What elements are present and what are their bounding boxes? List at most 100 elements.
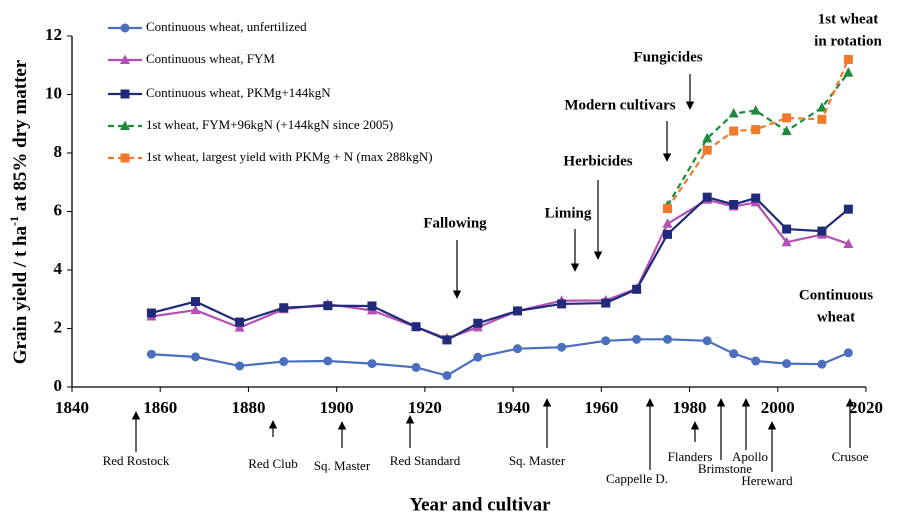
data-point <box>662 218 673 228</box>
data-point <box>729 199 739 209</box>
y-title-part: at 85% dry matter <box>10 59 31 216</box>
data-point <box>191 352 201 362</box>
x-tick-label: 1880 <box>231 398 265 417</box>
cultivar-label: Apollo <box>732 449 768 464</box>
data-point <box>817 114 827 124</box>
data-point <box>702 132 713 143</box>
data-point <box>190 304 201 315</box>
data-point <box>702 336 712 346</box>
data-point <box>843 54 853 64</box>
data-point <box>601 336 611 346</box>
series-line <box>151 338 849 377</box>
data-point <box>702 145 712 155</box>
data-point <box>663 334 672 344</box>
data-point <box>279 303 289 313</box>
data-point <box>751 125 761 135</box>
data-point <box>557 299 567 309</box>
data-point <box>843 348 853 358</box>
legend-marker <box>120 54 130 64</box>
data-point <box>442 371 452 381</box>
data-point <box>751 356 761 366</box>
data-point <box>473 318 483 328</box>
data-point <box>235 317 245 327</box>
annotation: 1st wheat <box>818 11 878 27</box>
y-tick-label: 10 <box>45 83 62 102</box>
data-point <box>843 204 853 214</box>
data-point <box>411 322 421 332</box>
legend-label: Continuous wheat, unfertilized <box>146 19 307 34</box>
y-axis-title: Grain yield / t ha-1 at 85% dry matter <box>7 59 32 364</box>
annotation: Fungicides <box>633 49 702 65</box>
legend-label: 1st wheat, largest yield with PKMg + N (… <box>146 149 433 164</box>
cultivar-label: Crusoe <box>832 449 869 464</box>
y-title-sup: -1 <box>7 216 21 226</box>
cultivar-label: Red Standard <box>390 453 461 468</box>
cultivar-label: Cappelle D. <box>606 471 668 486</box>
data-point <box>191 297 201 307</box>
data-point <box>750 105 761 115</box>
x-tick-label: 1920 <box>408 398 442 417</box>
cultivar-label: Hereward <box>741 473 793 488</box>
data-point <box>781 125 792 136</box>
annotation: Modern cultivars <box>564 97 675 113</box>
x-tick-label: 1840 <box>55 398 89 417</box>
data-point <box>782 359 792 369</box>
data-point <box>751 193 761 203</box>
data-point <box>235 361 245 371</box>
legend-label: Continuous wheat, FYM <box>146 51 275 66</box>
data-point <box>442 335 452 345</box>
cultivar-label: Brimstone <box>698 461 752 476</box>
data-point <box>234 322 245 332</box>
data-point <box>601 298 611 308</box>
data-point <box>323 356 333 366</box>
data-point <box>729 126 739 136</box>
data-point <box>817 226 827 236</box>
cultivar-label: Red Club <box>248 456 297 471</box>
series-line <box>666 71 850 207</box>
legend-label: 1st wheat, FYM+96kgN (+144kgN since 2005… <box>146 117 393 132</box>
data-point <box>728 108 739 118</box>
annotation: wheat <box>817 309 855 325</box>
data-point <box>843 67 854 77</box>
data-point <box>146 308 156 318</box>
data-point <box>663 204 672 214</box>
annotation: in rotation <box>814 33 882 49</box>
y-tick-label: 0 <box>54 376 63 395</box>
data-point <box>513 306 523 316</box>
data-point <box>781 236 792 247</box>
data-point <box>702 192 712 202</box>
cultivar-label: Sq. Master <box>509 453 566 468</box>
cultivar-label: Flanders <box>668 449 713 464</box>
x-tick-label: 2020 <box>849 398 883 417</box>
x-tick-label: 1860 <box>143 398 177 417</box>
data-point <box>816 102 827 112</box>
y-tick-label: 12 <box>45 25 62 44</box>
x-tick-label: 1940 <box>496 398 530 417</box>
legend-marker <box>120 89 130 99</box>
legend-marker <box>120 120 130 130</box>
data-point <box>557 342 567 352</box>
annotation: Liming <box>545 205 592 221</box>
data-point <box>411 362 421 372</box>
x-axis-title: Year and cultivar <box>409 494 551 515</box>
data-point <box>843 238 854 248</box>
x-tick-label: 1900 <box>320 398 354 417</box>
data-point <box>473 352 483 362</box>
x-tick-label: 1960 <box>584 398 618 417</box>
data-point <box>323 301 333 311</box>
y-tick-label: 6 <box>54 200 63 219</box>
y-tick-label: 2 <box>54 317 63 336</box>
data-point <box>146 349 156 359</box>
x-tick-label: 1980 <box>673 398 707 417</box>
annotation: Fallowing <box>423 215 487 231</box>
data-point <box>279 357 289 367</box>
legend-marker <box>120 153 130 163</box>
y-tick-label: 4 <box>54 259 63 278</box>
data-point <box>513 344 523 354</box>
data-point <box>367 359 377 369</box>
cultivar-label: Red Rostock <box>103 453 170 468</box>
y-title-part: Grain yield / t ha <box>10 225 31 364</box>
data-point <box>632 334 642 344</box>
data-point <box>729 349 739 359</box>
